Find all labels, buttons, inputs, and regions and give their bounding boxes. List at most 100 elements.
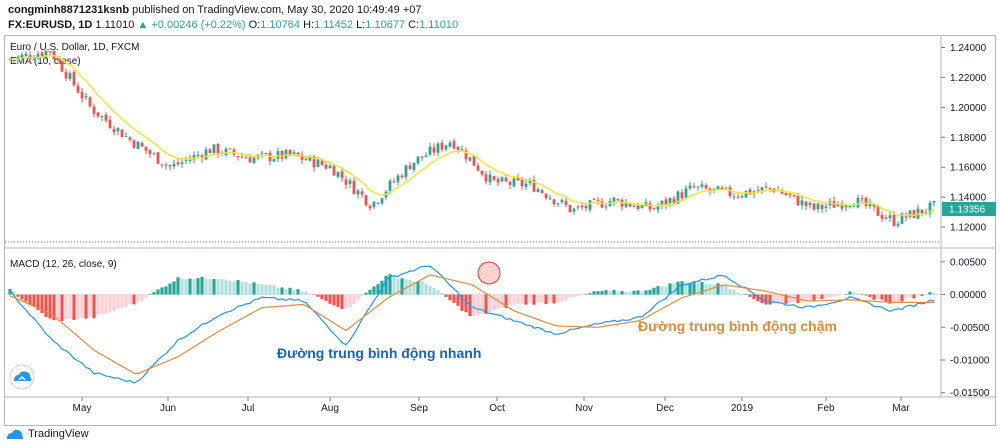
macd-histogram-bar: [580, 294, 584, 296]
macd-histogram-bar: [192, 279, 196, 295]
candle-body: [284, 150, 288, 159]
price-tick-label: 1.24000: [950, 43, 987, 54]
candle-body: [656, 206, 660, 210]
candle-body: [452, 141, 456, 149]
candle-body: [932, 200, 936, 203]
candle-body: [804, 201, 808, 207]
candle-body: [688, 185, 692, 189]
macd-histogram-bar: [688, 282, 692, 295]
time-tick-label: Oct: [489, 403, 505, 414]
macd-histogram-bar: [180, 278, 184, 295]
macd-pane-title[interactable]: MACD (12, 26, close, 9): [10, 259, 117, 270]
macd-histogram-bar: [324, 294, 328, 301]
macd-line: [9, 265, 935, 384]
macd-histogram-bar: [92, 294, 96, 319]
ema-line: [9, 54, 935, 217]
candle-body: [460, 149, 464, 151]
candle-body: [456, 147, 460, 150]
macd-tick-label: 0.00000: [950, 290, 987, 301]
candle-body: [364, 195, 368, 206]
candle-body: [208, 149, 212, 154]
low-label: L:: [356, 19, 366, 31]
macd-histogram-bar: [284, 289, 288, 295]
candle-body: [580, 205, 584, 208]
candle-body: [116, 128, 120, 132]
candle-body: [376, 202, 380, 204]
macd-histogram-bar: [336, 294, 340, 307]
candle-body: [352, 180, 356, 194]
macd-histogram-bar: [124, 294, 128, 308]
macd-histogram-bar: [112, 294, 116, 311]
macd-histogram-bar: [244, 282, 248, 295]
candle-body: [76, 85, 80, 93]
candle-body: [260, 152, 264, 154]
candle-body: [712, 188, 716, 190]
candle-body: [568, 204, 572, 213]
macd-histogram-bar: [816, 294, 820, 299]
candle-body: [56, 59, 60, 61]
macd-histogram-bar: [420, 281, 424, 295]
macd-histogram-bar: [556, 294, 560, 303]
candle-body: [24, 53, 28, 56]
candle-body: [508, 181, 512, 185]
candle-body: [472, 155, 476, 166]
candle-body: [144, 146, 148, 151]
candle-body: [104, 114, 108, 121]
candle-body: [848, 206, 852, 208]
candle-body: [444, 145, 448, 150]
macd-histogram-bar: [508, 294, 512, 305]
footer-brand[interactable]: TradingView: [6, 428, 89, 440]
candle-body: [224, 148, 228, 156]
candle-body: [808, 202, 812, 206]
candle-body: [784, 193, 788, 196]
macd-histogram-bar: [252, 282, 256, 295]
time-tick-label: Sep: [410, 403, 428, 414]
macd-histogram-bar: [748, 294, 752, 297]
close-value: 1.11010: [419, 19, 459, 31]
candle-body: [336, 171, 340, 177]
candle-body: [60, 61, 64, 72]
macd-histogram-bar: [800, 294, 804, 303]
candle-body: [556, 203, 560, 205]
chart-frame[interactable]: [4, 35, 996, 426]
macd-histogram-bar: [208, 279, 212, 295]
macd-histogram-bar: [744, 293, 748, 295]
candle-body: [812, 203, 816, 210]
macd-histogram-bar: [148, 293, 152, 295]
macd-histogram-bar: [428, 285, 432, 295]
macd-histogram-bar: [648, 290, 652, 295]
macd-histogram-bar: [876, 294, 880, 300]
candle-body: [660, 200, 664, 206]
macd-histogram-bar: [400, 278, 404, 295]
price-tick-label: 1.18000: [950, 133, 987, 144]
macd-histogram-bar: [24, 294, 28, 302]
ema-legend[interactable]: EMA (10, close): [10, 56, 81, 67]
price-tick-label: 1.14000: [950, 193, 987, 204]
macd-tick-label: -0.00500: [950, 323, 990, 334]
price-axis: 1.24000 1.22000 1.20000 1.18000 1.16000 1.140…: [941, 43, 987, 234]
candle-body: [836, 204, 840, 207]
candle-body: [72, 72, 76, 85]
macd-histogram-bar: [488, 294, 492, 312]
candle-body: [356, 190, 360, 195]
macd-histogram-bar: [116, 294, 120, 309]
macd-histogram-bar: [204, 278, 208, 295]
fast-ma-annotation: Đường trung bình động nhanh: [277, 345, 481, 361]
candle-body: [876, 205, 880, 216]
macd-histogram-bar: [540, 294, 544, 303]
candle-body: [680, 192, 684, 199]
username[interactable]: congminh8871231ksnb: [8, 4, 130, 16]
candle-body: [740, 195, 744, 198]
macd-histogram-bar: [728, 288, 732, 295]
macd-histogram-bar: [676, 281, 680, 295]
macd-histogram-bar: [788, 294, 792, 303]
macd-histogram-bar: [732, 290, 736, 295]
candle-body: [188, 159, 192, 162]
candle-body: [204, 149, 208, 160]
macd-histogram-bar: [36, 294, 40, 310]
candle-body: [316, 159, 320, 168]
candle-body: [700, 184, 704, 187]
macd-histogram-bar: [620, 290, 624, 295]
macd-histogram-bar: [920, 294, 924, 296]
